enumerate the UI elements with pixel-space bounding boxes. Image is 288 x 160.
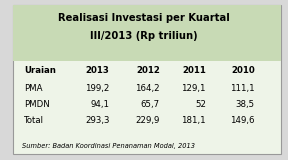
Text: 164,2: 164,2	[135, 84, 160, 93]
FancyBboxPatch shape	[13, 5, 281, 154]
Text: Total: Total	[24, 116, 44, 125]
Text: III/2013 (Rp triliun): III/2013 (Rp triliun)	[90, 31, 198, 41]
Text: 94,1: 94,1	[90, 100, 109, 109]
Text: 65,7: 65,7	[141, 100, 160, 109]
Text: 111,1: 111,1	[230, 84, 255, 93]
Text: PMA: PMA	[24, 84, 43, 93]
Text: 2010: 2010	[231, 66, 255, 75]
Text: 38,5: 38,5	[236, 100, 255, 109]
Text: 129,1: 129,1	[181, 84, 206, 93]
Text: Realisasi Investasi per Kuartal: Realisasi Investasi per Kuartal	[58, 13, 230, 23]
Text: PMDN: PMDN	[24, 100, 50, 109]
Text: Uraian: Uraian	[24, 66, 56, 75]
Text: Sumber: Badan Koordinasi Penanaman Modal, 2013: Sumber: Badan Koordinasi Penanaman Modal…	[22, 143, 195, 149]
Text: 52: 52	[195, 100, 206, 109]
Text: 293,3: 293,3	[85, 116, 109, 125]
FancyBboxPatch shape	[13, 5, 281, 61]
Text: 2013: 2013	[86, 66, 109, 75]
Text: 149,6: 149,6	[230, 116, 255, 125]
Text: 229,9: 229,9	[135, 116, 160, 125]
Text: 181,1: 181,1	[181, 116, 206, 125]
Text: 2011: 2011	[182, 66, 206, 75]
Text: 2012: 2012	[136, 66, 160, 75]
Text: 199,2: 199,2	[85, 84, 109, 93]
